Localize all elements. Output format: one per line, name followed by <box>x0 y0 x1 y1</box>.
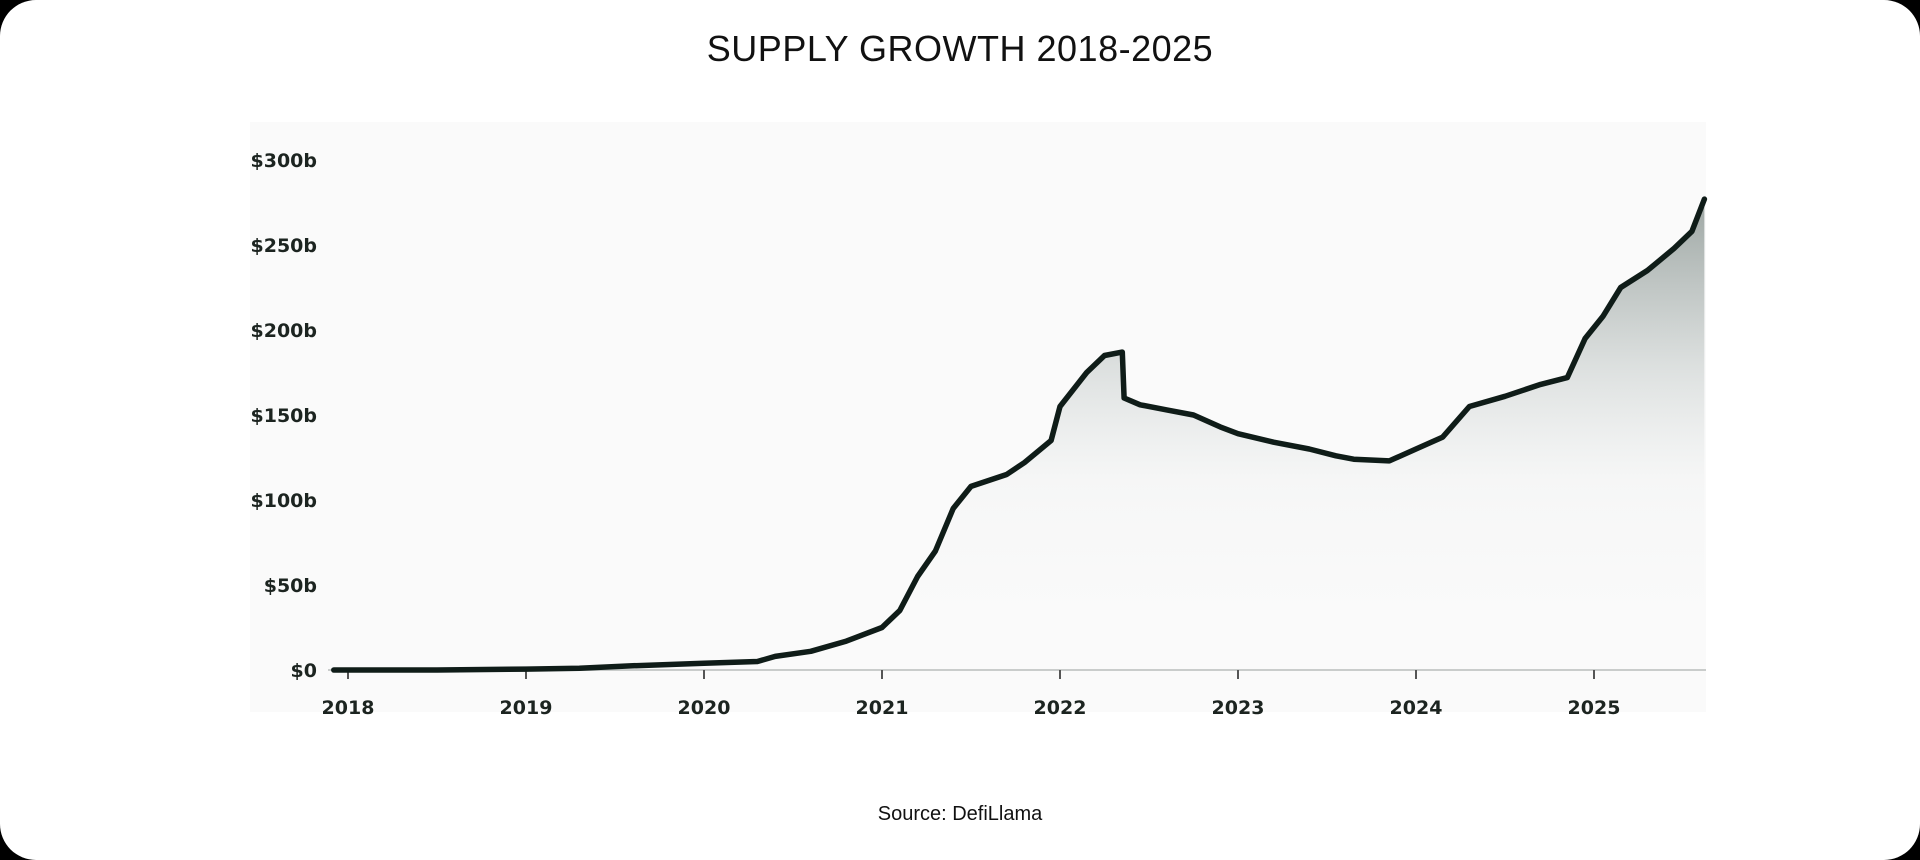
x-tick-label: 2018 <box>322 697 375 719</box>
y-tick-label: $100b <box>251 490 317 512</box>
y-tick-label: $0 <box>291 660 317 682</box>
x-tick-label: 2024 <box>1390 697 1443 719</box>
x-tick-label: 2023 <box>1212 697 1265 719</box>
y-tick-label: $200b <box>251 320 317 342</box>
y-tick-label: $50b <box>264 575 317 597</box>
y-tick-label: $150b <box>251 405 317 427</box>
series-area-fill <box>333 199 1705 670</box>
x-tick-label: 2025 <box>1568 697 1621 719</box>
x-tick-label: 2020 <box>678 697 731 719</box>
x-tick-label: 2019 <box>500 697 553 719</box>
y-tick-label: $300b <box>251 150 317 172</box>
x-tick-label: 2021 <box>856 697 909 719</box>
y-tick-label: $250b <box>251 235 317 257</box>
series-line <box>331 196 1708 673</box>
source-note: Source: DefiLlama <box>877 803 1043 825</box>
chart-title: SUPPLY GROWTH 2018-2025 <box>706 28 1214 69</box>
x-tick-label: 2022 <box>1034 697 1087 719</box>
